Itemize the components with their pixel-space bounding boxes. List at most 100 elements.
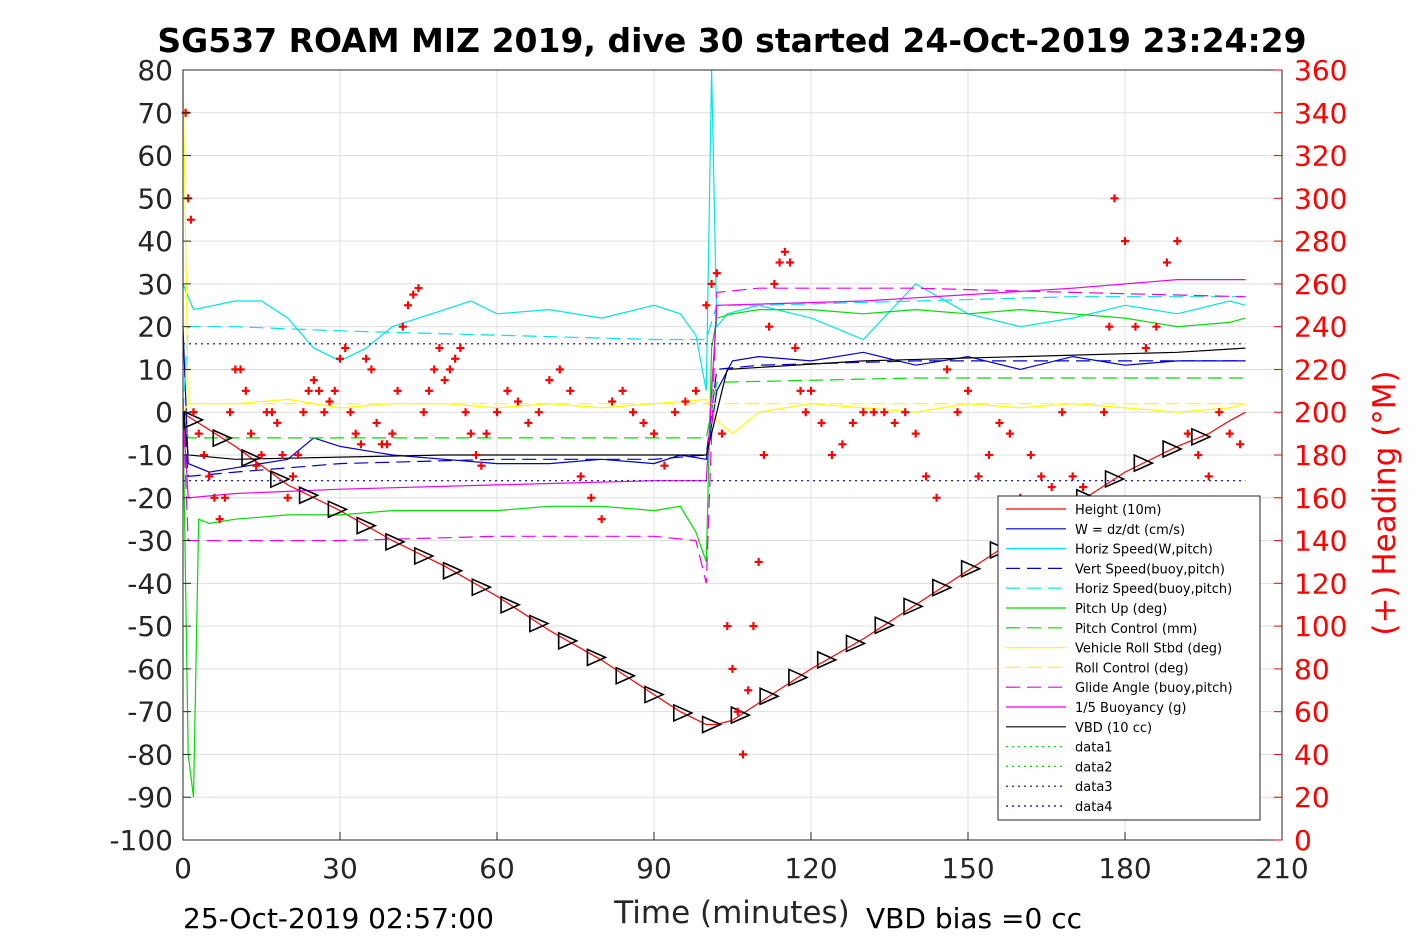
heading-point: [801, 408, 810, 417]
dive-marker: [644, 685, 665, 704]
heading-point: [513, 397, 522, 406]
y-right-tick-label: 240: [1294, 311, 1347, 344]
heading-point: [430, 365, 439, 374]
y-right-tick-label: 320: [1294, 140, 1347, 173]
heading-point: [1079, 483, 1088, 492]
heading-point: [1162, 258, 1171, 267]
heading-point: [780, 247, 789, 256]
legend-label: data4: [1075, 800, 1113, 815]
heading-point: [880, 408, 889, 417]
legend-label: data2: [1075, 760, 1113, 775]
heading-point: [451, 354, 460, 363]
x-tick-label: 210: [1255, 852, 1308, 885]
series-line-1: [182, 326, 1246, 473]
series-line-4: [182, 296, 1246, 413]
heading-point: [738, 750, 747, 759]
heading-point: [210, 493, 219, 502]
legend-label: Glide Angle (buoy,pitch): [1075, 681, 1233, 696]
heading-point: [414, 284, 423, 293]
heading-point: [1047, 483, 1056, 492]
heading-point: [1131, 322, 1140, 331]
heading-point: [1037, 472, 1046, 481]
heading-point: [1068, 472, 1077, 481]
heading-point: [728, 664, 737, 673]
heading-point: [660, 461, 669, 470]
heading-point: [1204, 472, 1213, 481]
heading-point: [351, 429, 360, 438]
heading-point: [555, 365, 564, 374]
heading-point: [1100, 408, 1109, 417]
dive-marker: [241, 448, 263, 468]
heading-point: [294, 451, 303, 459]
heading-point: [869, 408, 878, 417]
y-right-tick-label: 120: [1294, 567, 1347, 600]
heading-point: [194, 429, 203, 438]
heading-point: [493, 408, 501, 417]
y-tick-label: -80: [127, 738, 173, 771]
series-line-10: [182, 279, 1246, 499]
y-axis-label-right: (+) Heading (°M): [1367, 370, 1403, 635]
dive-marker: [586, 648, 608, 667]
y-right-tick-label: 180: [1294, 439, 1347, 472]
heading-point: [1215, 408, 1224, 417]
heading-point: [330, 386, 339, 395]
heading-point: [283, 493, 292, 502]
heading-point: [650, 429, 658, 438]
y-right-tick-label: 160: [1294, 482, 1347, 515]
heading-point: [744, 686, 753, 695]
dive-marker: [788, 668, 809, 687]
heading-point: [890, 418, 899, 427]
dive-marker: [356, 516, 378, 535]
y-tick-label: 20: [137, 311, 173, 344]
heading-point: [288, 472, 297, 481]
heading-point: [1194, 451, 1203, 459]
dive-marker: [672, 703, 694, 723]
y-right-tick-label: 20: [1294, 781, 1330, 814]
heading-point: [362, 354, 371, 363]
heading-point: [608, 397, 617, 406]
heading-point: [702, 301, 711, 310]
heading-point: [304, 386, 313, 395]
heading-point: [639, 418, 648, 427]
heading-point: [827, 451, 836, 459]
heading-point: [299, 408, 308, 417]
y-right-tick-label: 340: [1294, 97, 1347, 130]
heading-point: [718, 429, 727, 438]
heading-point: [712, 269, 721, 278]
y-tick-label: 40: [137, 225, 173, 258]
legend-box: [997, 495, 1261, 821]
heading-point: [775, 258, 784, 267]
heading-point: [445, 365, 454, 374]
legend-label: Vehicle Roll Stbd (deg): [1075, 642, 1222, 657]
series-layer: [182, 69, 1246, 798]
heading-point: [1183, 429, 1192, 438]
heading-point: [367, 365, 376, 374]
heading-point: [707, 279, 716, 288]
y-right-tick-label: 100: [1294, 610, 1347, 643]
heading-point: [186, 215, 195, 224]
y-tick-label: -60: [127, 653, 173, 686]
heading-point: [995, 418, 1004, 427]
y-tick-label: 0: [155, 396, 173, 429]
heading-point: [320, 408, 329, 417]
heading-point: [388, 429, 397, 438]
heading-point: [807, 386, 815, 395]
heading-point: [346, 408, 355, 417]
x-tick-label: 30: [322, 852, 358, 885]
y-right-tick-label: 360: [1294, 54, 1347, 87]
y-right-tick-label: 80: [1294, 653, 1330, 686]
heading-point: [466, 429, 475, 438]
heading-point: [953, 408, 962, 417]
heading-point: [404, 301, 413, 310]
heading-point: [226, 408, 235, 417]
dive-marker: [557, 631, 579, 651]
heading-point: [247, 429, 256, 438]
dive-marker: [874, 616, 896, 635]
x-tick-label: 180: [1098, 852, 1151, 885]
chart-title: SG537 ROAM MIZ 2019, dive 30 started 24-…: [157, 21, 1306, 60]
heading-point: [424, 386, 433, 395]
heading-point: [309, 376, 318, 385]
dive-marker: [701, 715, 723, 734]
x-tick-label: 60: [479, 852, 515, 885]
